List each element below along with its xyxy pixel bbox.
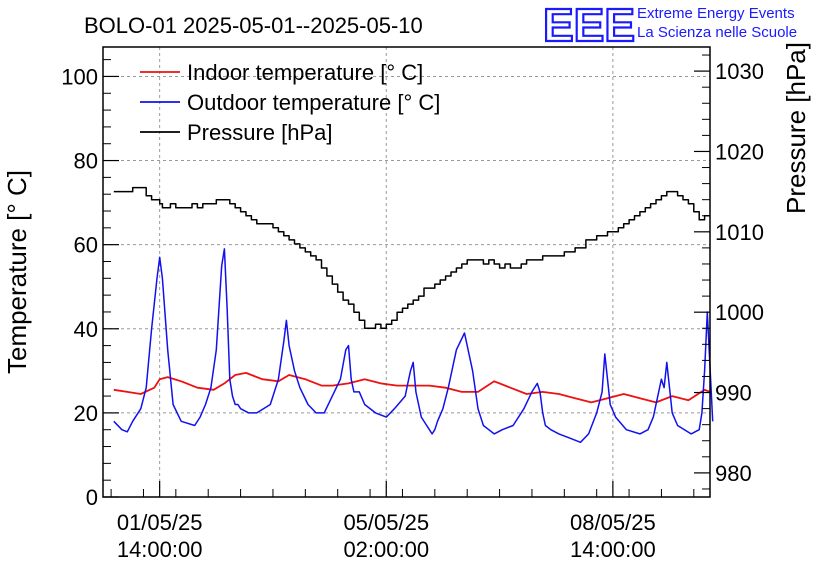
x-tick-date-label: 08/05/25 [570,510,656,535]
legend: Indoor temperature [° C] Outdoor temperat… [140,60,440,145]
x-tick-time-label: 14:00:00 [117,537,203,562]
y-left-tick-label: 20 [74,401,98,426]
brand-line-1: Extreme Energy Events [637,5,795,22]
grid [103,47,710,497]
plot-frame [102,46,711,498]
x-tick-time-label: 14:00:00 [570,537,656,562]
y-right-tick-label: 1010 [715,220,764,245]
y-right-tick-label: 1030 [715,59,764,84]
x-tick-time-label: 02:00:00 [343,537,429,562]
series-line-pressure [113,186,710,330]
y-left-tick-label: 80 [74,149,98,174]
y-left-tick-label: 40 [74,317,98,342]
y-axis-left-title: Temperature [° C] [2,170,32,374]
brand-logo: EEE Extreme Energy Events La Scienza nel… [542,0,797,52]
plot-series [113,186,714,444]
x-tick-date-label: 05/05/25 [343,510,429,535]
y-right-tick-label: 980 [715,461,752,486]
chart-title: BOLO-01 2025-05-01--2025-05-10 [84,13,423,38]
y-axis-right-title: Pressure [hPa] [781,42,811,214]
brand-line-2: La Scienza nelle Scuole [637,24,797,41]
y-right-tick-label: 1000 [715,300,764,325]
legend-label-pressure: Pressure [hPa] [187,120,333,145]
y-right-tick-label: 990 [715,381,752,406]
legend-label-outdoor-temperature: Outdoor temperature [° C] [187,90,440,115]
series-line-outdoor-temperature [113,248,714,444]
series-line-indoor-temperature [113,372,711,404]
eee-logo-text: EEE [543,0,635,51]
legend-label-indoor-temperature: Indoor temperature [° C] [187,60,423,85]
axes: 0 20 40 60 80 100 980 990 1000 1010 1020 1030 01/05/… [61,54,764,562]
y-right-tick-label: 1020 [715,139,764,164]
y-left-tick-label: 60 [74,233,98,258]
y-left-tick-label: 100 [61,64,98,89]
y-left-tick-label: 0 [86,485,98,510]
x-tick-date-label: 01/05/25 [117,510,203,535]
